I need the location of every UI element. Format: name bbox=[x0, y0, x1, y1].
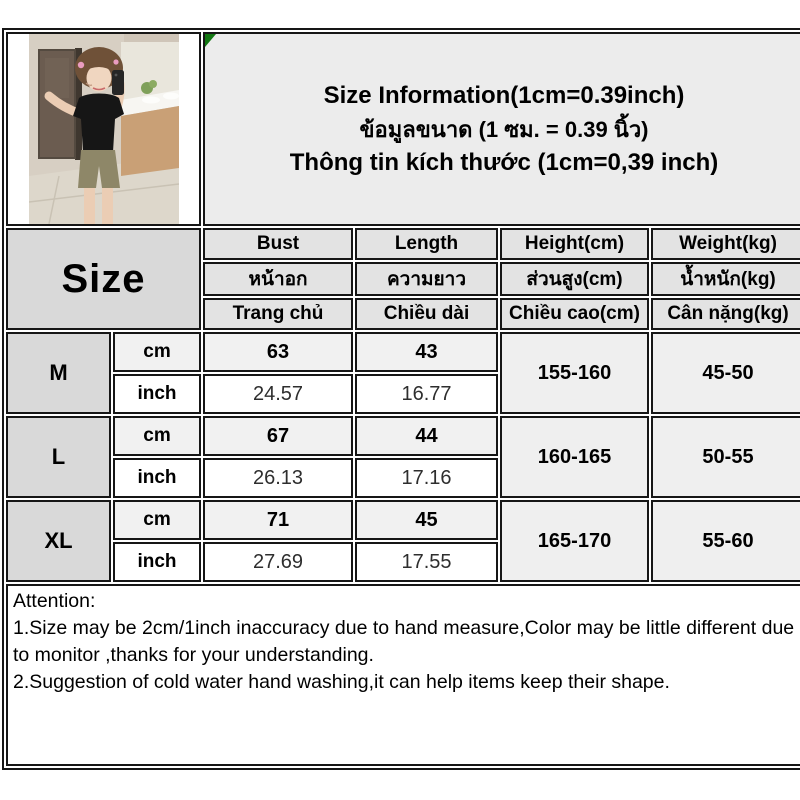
photo-person bbox=[44, 47, 125, 224]
size-column-header: Size bbox=[6, 228, 201, 330]
model-photo-cell bbox=[6, 32, 201, 226]
weight-header-en: Weight(kg) bbox=[651, 228, 800, 260]
length-header-th: ความยาว bbox=[355, 262, 498, 296]
l-bust-inch: 26.13 bbox=[203, 458, 353, 498]
xl-weight-range: 55-60 bbox=[651, 500, 800, 582]
xl-length-cm: 45 bbox=[355, 500, 498, 540]
m-length-inch: 16.77 bbox=[355, 374, 498, 414]
m-bust-inch: 24.57 bbox=[203, 374, 353, 414]
unit-label-inch: inch bbox=[113, 374, 201, 414]
photo-cabinet bbox=[120, 106, 179, 176]
height-header-vi: Chiều cao(cm) bbox=[500, 298, 649, 330]
m-length-cm: 43 bbox=[355, 332, 498, 372]
height-header-th: ส่วนสูง(cm) bbox=[500, 262, 649, 296]
xl-height-range: 165-170 bbox=[500, 500, 649, 582]
xl-bust-inch: 27.69 bbox=[203, 542, 353, 582]
attention-line-1: 1.Size may be 2cm/1inch inaccuracy due t… bbox=[13, 617, 795, 666]
model-photo bbox=[28, 34, 179, 224]
size-label-l: L bbox=[6, 416, 111, 498]
bust-header-vi: Trang chủ bbox=[203, 298, 353, 330]
m-height-range: 155-160 bbox=[500, 332, 649, 414]
xl-length-inch: 17.55 bbox=[355, 542, 498, 582]
attention-note: Attention: 1.Size may be 2cm/1inch inacc… bbox=[6, 584, 800, 766]
l-bust-cm: 67 bbox=[203, 416, 353, 456]
title-thai: ข้อมูลขนาด (1 ซม. = 0.39 นิ้ว) bbox=[359, 116, 649, 142]
xl-bust-cm: 71 bbox=[203, 500, 353, 540]
title-english: Size Information(1cm=0.39inch) bbox=[323, 81, 685, 109]
size-label-xl: XL bbox=[6, 500, 111, 582]
m-bust-cm: 63 bbox=[203, 332, 353, 372]
l-height-range: 160-165 bbox=[500, 416, 649, 498]
chart-frame: Size Information(1cm=0.39inch) ข้อมูลขนา… bbox=[2, 28, 800, 770]
l-weight-range: 50-55 bbox=[651, 416, 800, 498]
l-length-cm: 44 bbox=[355, 416, 498, 456]
unit-label-cm: cm bbox=[113, 416, 201, 456]
unit-label-cm: cm bbox=[113, 332, 201, 372]
attention-title: Attention: bbox=[13, 590, 96, 612]
size-label-m: M bbox=[6, 332, 111, 414]
corner-marker-icon bbox=[205, 34, 216, 47]
weight-header-vi: Cân nặng(kg) bbox=[651, 298, 800, 330]
m-weight-range: 45-50 bbox=[651, 332, 800, 414]
unit-label-inch: inch bbox=[113, 542, 201, 582]
bust-header-th: หน้าอก bbox=[203, 262, 353, 296]
title-cell: Size Information(1cm=0.39inch) ข้อมูลขนา… bbox=[203, 32, 800, 226]
attention-line-2: 2.Suggestion of cold water hand washing,… bbox=[13, 671, 670, 693]
weight-header-th: น้ำหนัก(kg) bbox=[651, 262, 800, 296]
height-header-en: Height(cm) bbox=[500, 228, 649, 260]
bust-header-en: Bust bbox=[203, 228, 353, 260]
length-header-en: Length bbox=[355, 228, 498, 260]
size-chart-table: Size Information(1cm=0.39inch) ข้อมูลขนา… bbox=[2, 28, 800, 770]
title-vietnamese: Thông tin kích thước (1cm=0,39 inch) bbox=[289, 148, 719, 176]
l-length-inch: 17.16 bbox=[355, 458, 498, 498]
unit-label-cm: cm bbox=[113, 500, 201, 540]
length-header-vi: Chiều dài bbox=[355, 298, 498, 330]
unit-label-inch: inch bbox=[113, 458, 201, 498]
